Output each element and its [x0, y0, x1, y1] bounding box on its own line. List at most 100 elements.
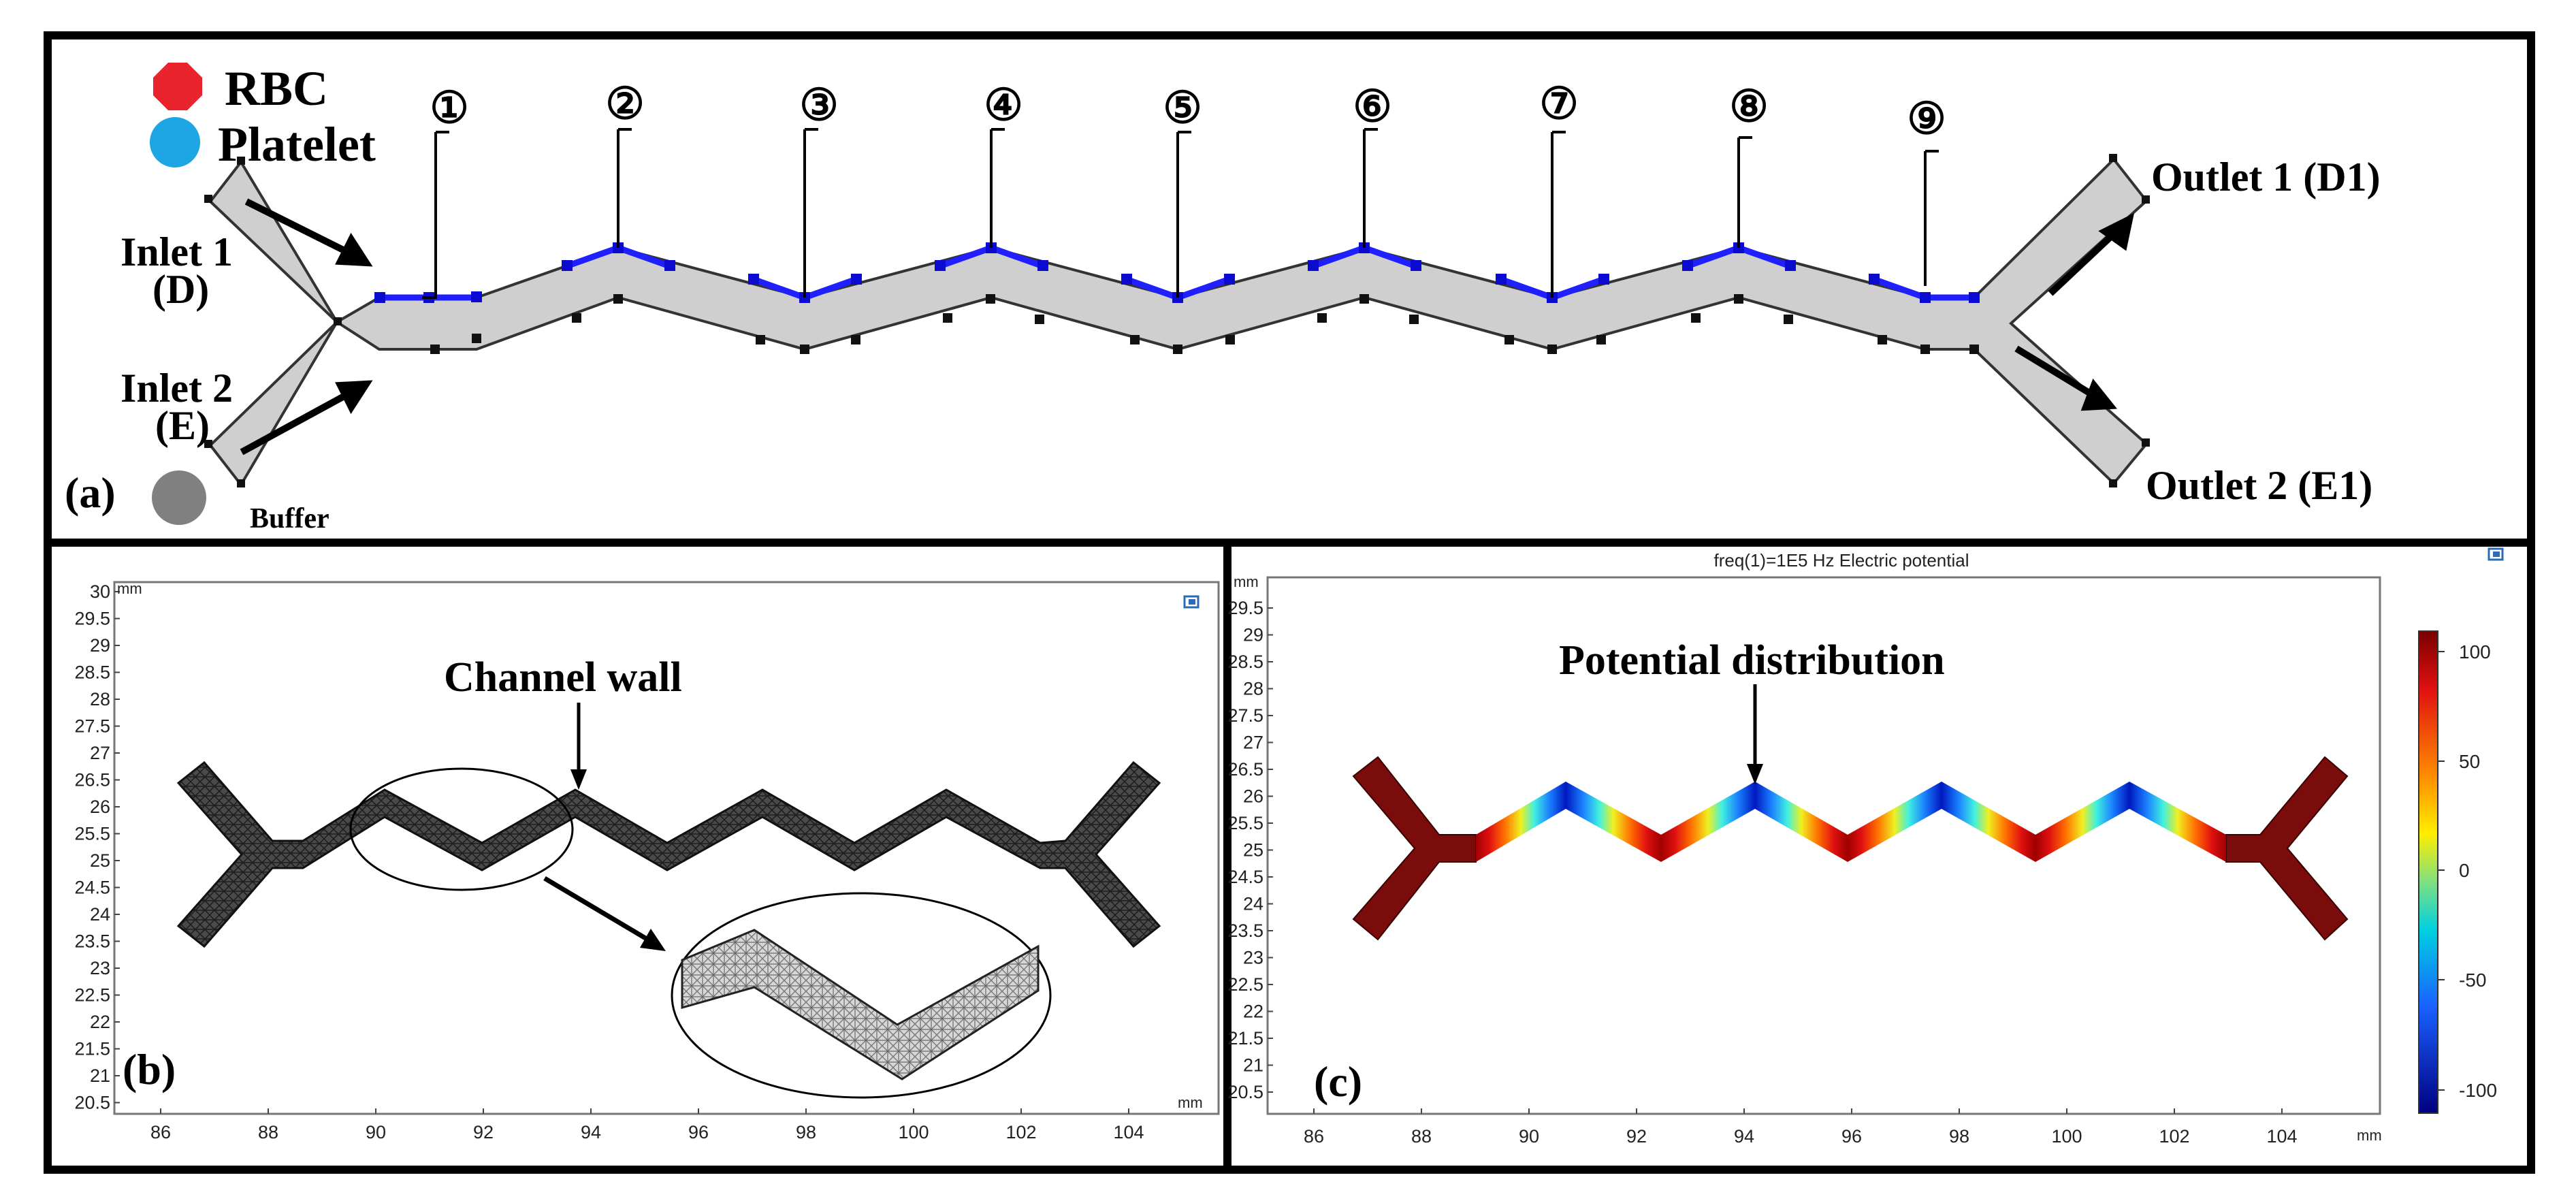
x-unit-b: mm [1178, 1094, 1203, 1111]
y-axis-b-tick-label: 28 [90, 689, 110, 709]
inlet1-line2: (D) [152, 267, 209, 312]
electrode-label-1: ① [430, 84, 468, 132]
x-axis-b-tick-label: 86 [150, 1122, 171, 1142]
inlet2-line2: (E) [155, 403, 210, 448]
outer-frame [44, 31, 2535, 1174]
inlet1-line1: Inlet 1 [120, 229, 233, 274]
electrode-label-6: ⑥ [1353, 82, 1391, 131]
y-axis-b-tick-label: 24.5 [74, 878, 110, 898]
y-axis-b-tick-label: 20.5 [74, 1093, 110, 1113]
y-axis-b-tick-label: 29 [90, 635, 110, 656]
y-axis-c-tick-label: 29 [1243, 625, 1263, 645]
y-axis-b-tick-label: 30 [90, 581, 110, 602]
flow-arrows [240, 198, 2135, 455]
electrode-label-5: ⑤ [1163, 84, 1202, 132]
channel-wall-label: Channel wall [444, 654, 682, 701]
x-axis-c-tick-label: 88 [1411, 1126, 1432, 1147]
x-axis-b-tick-label: 88 [258, 1122, 278, 1142]
electrode-leaders [422, 128, 1939, 299]
platelet-label: Platelet [218, 117, 376, 172]
y-axis-b-tick-label: 29.5 [74, 609, 110, 629]
potential-channel [1352, 756, 2349, 941]
platelet-marker-icon [150, 117, 200, 167]
x-axis-c-tick-label: 98 [1949, 1126, 1969, 1147]
x-axis-c-tick-label: 86 [1304, 1126, 1324, 1147]
y-axis-b-tick-label: 27.5 [74, 716, 110, 737]
electrode-labels: ① ② ③ ④ ⑤ ⑥ ⑦ ⑧ ⑨ [430, 80, 1946, 143]
x-axis-b-tick-label: 96 [688, 1122, 709, 1142]
panel-a: ① ② ③ ④ ⑤ ⑥ ⑦ ⑧ ⑨ RBC Platelet Buffer In… [65, 61, 2381, 534]
y-axis-c-tick-label: 28 [1243, 679, 1263, 699]
panel-b-label: (b) [123, 1045, 176, 1093]
y-unit-c: mm [1234, 573, 1259, 590]
y-axis-c-tick-label: 26.5 [1227, 759, 1263, 780]
outlet1-label: Outlet 1 (D1) [2151, 155, 2381, 199]
y-axis-c: 29.5 29 28.5 28 27.5 27 26.5 26 25.5 25 24.5 24 23.5… [1227, 598, 1273, 1102]
x-axis-b-tick-label: 92 [473, 1122, 494, 1142]
zoom-mesh-detail [681, 929, 1040, 1080]
inlet2-line1: Inlet 2 [120, 366, 233, 411]
y-axis-b-tick-label: 21 [90, 1066, 110, 1086]
electrode-label-7: ⑦ [1539, 80, 1578, 128]
y-axis-c-tick-label: 29.5 [1227, 598, 1263, 618]
y-axis-c-tick-label: 21.5 [1227, 1028, 1263, 1048]
x-axis-c-tick-label: 100 [2051, 1126, 2082, 1147]
y-axis-c-tick-label: 20.5 [1227, 1082, 1263, 1102]
y-axis-c-tick-label: 22 [1243, 1002, 1263, 1022]
y-axis-c-tick-label: 21 [1243, 1055, 1263, 1076]
y-axis-b: 30 29.5 29 28.5 28 27.5 27 26.5 26 25.5 25 24.5 24 23… [74, 581, 120, 1113]
x-axis-c-tick-label: 92 [1626, 1126, 1647, 1147]
electrode-label-2: ② [605, 80, 644, 128]
colorbar-tick-label: 100 [2459, 641, 2491, 662]
y-axis-b-tick-label: 22 [90, 1012, 110, 1032]
x-axis-c-tick-label: 90 [1519, 1126, 1539, 1147]
wall-nodes [204, 154, 2150, 487]
rbc-label: RBC [225, 61, 328, 116]
x-axis-c-tick-label: 94 [1734, 1126, 1754, 1147]
x-axis-c-tick-label: 96 [1841, 1126, 1862, 1147]
x-axis-c-tick-label: 104 [2266, 1126, 2297, 1147]
panel-c: freq(1)=1E5 Hz Electric potential 29.529… [1227, 547, 2504, 1147]
electrode-label-4: ④ [984, 81, 1023, 129]
y-axis-b-tick-label: 27 [90, 743, 110, 763]
rbc-marker-icon [153, 63, 202, 110]
y-axis-b-tick-label: 26.5 [74, 770, 110, 790]
x-axis-b-tick-label: 100 [898, 1122, 929, 1142]
y-axis-c-tick-label: 28.5 [1227, 652, 1263, 672]
buffer-label: Buffer [250, 503, 329, 534]
y-axis-c-tick-label: 23.5 [1227, 920, 1263, 941]
electrode-label-8: ⑧ [1729, 82, 1768, 131]
panel-a-label: (a) [65, 468, 116, 517]
y-axis-b-tick-label: 24 [90, 904, 110, 925]
x-axis-b-tick-label: 94 [581, 1122, 601, 1142]
panel-c-label: (c) [1314, 1057, 1362, 1106]
colorbar-tick-label: 50 [2459, 751, 2480, 772]
x-unit-c: mm [2357, 1127, 2382, 1144]
colorbar-tick-label: -50 [2459, 970, 2486, 991]
y-axis-c-tick-label: 27.5 [1227, 705, 1263, 726]
y-axis-c-tick-label: 24.5 [1227, 867, 1263, 887]
y-axis-c-tick-label: 23 [1243, 948, 1263, 968]
y-axis-b-tick-label: 23.5 [74, 931, 110, 952]
electrode-label-9: ⑨ [1907, 95, 1946, 143]
y-axis-c-tick-label: 22.5 [1227, 974, 1263, 995]
x-axis-c-tick-label: 102 [2159, 1126, 2189, 1147]
outlet2-label: Outlet 2 (E1) [2146, 463, 2372, 508]
buffer-marker-icon [152, 470, 206, 525]
y-axis-c-tick-label: 25 [1243, 840, 1263, 861]
y-axis-b-tick-label: 21.5 [74, 1039, 110, 1059]
y-axis-b-tick-label: 25 [90, 850, 110, 871]
colorbar-ticks: 100 50 0 -50 -100 [2438, 641, 2497, 1101]
x-axis-b-tick-label: 98 [796, 1122, 816, 1142]
zoom-region-ellipse [349, 767, 574, 891]
x-axis-b-tick-label: 102 [1005, 1122, 1036, 1142]
y-unit-b: mm [117, 580, 142, 597]
colorbar [2418, 630, 2438, 1114]
y-axis-b-tick-label: 22.5 [74, 985, 110, 1006]
y-axis-b-tick-label: 25.5 [74, 824, 110, 844]
meshed-channel [176, 760, 1161, 948]
electrode-nodes [374, 242, 1980, 303]
colorbar-tick-label: -100 [2459, 1080, 2497, 1101]
y-axis-c-tick-label: 25.5 [1227, 813, 1263, 833]
